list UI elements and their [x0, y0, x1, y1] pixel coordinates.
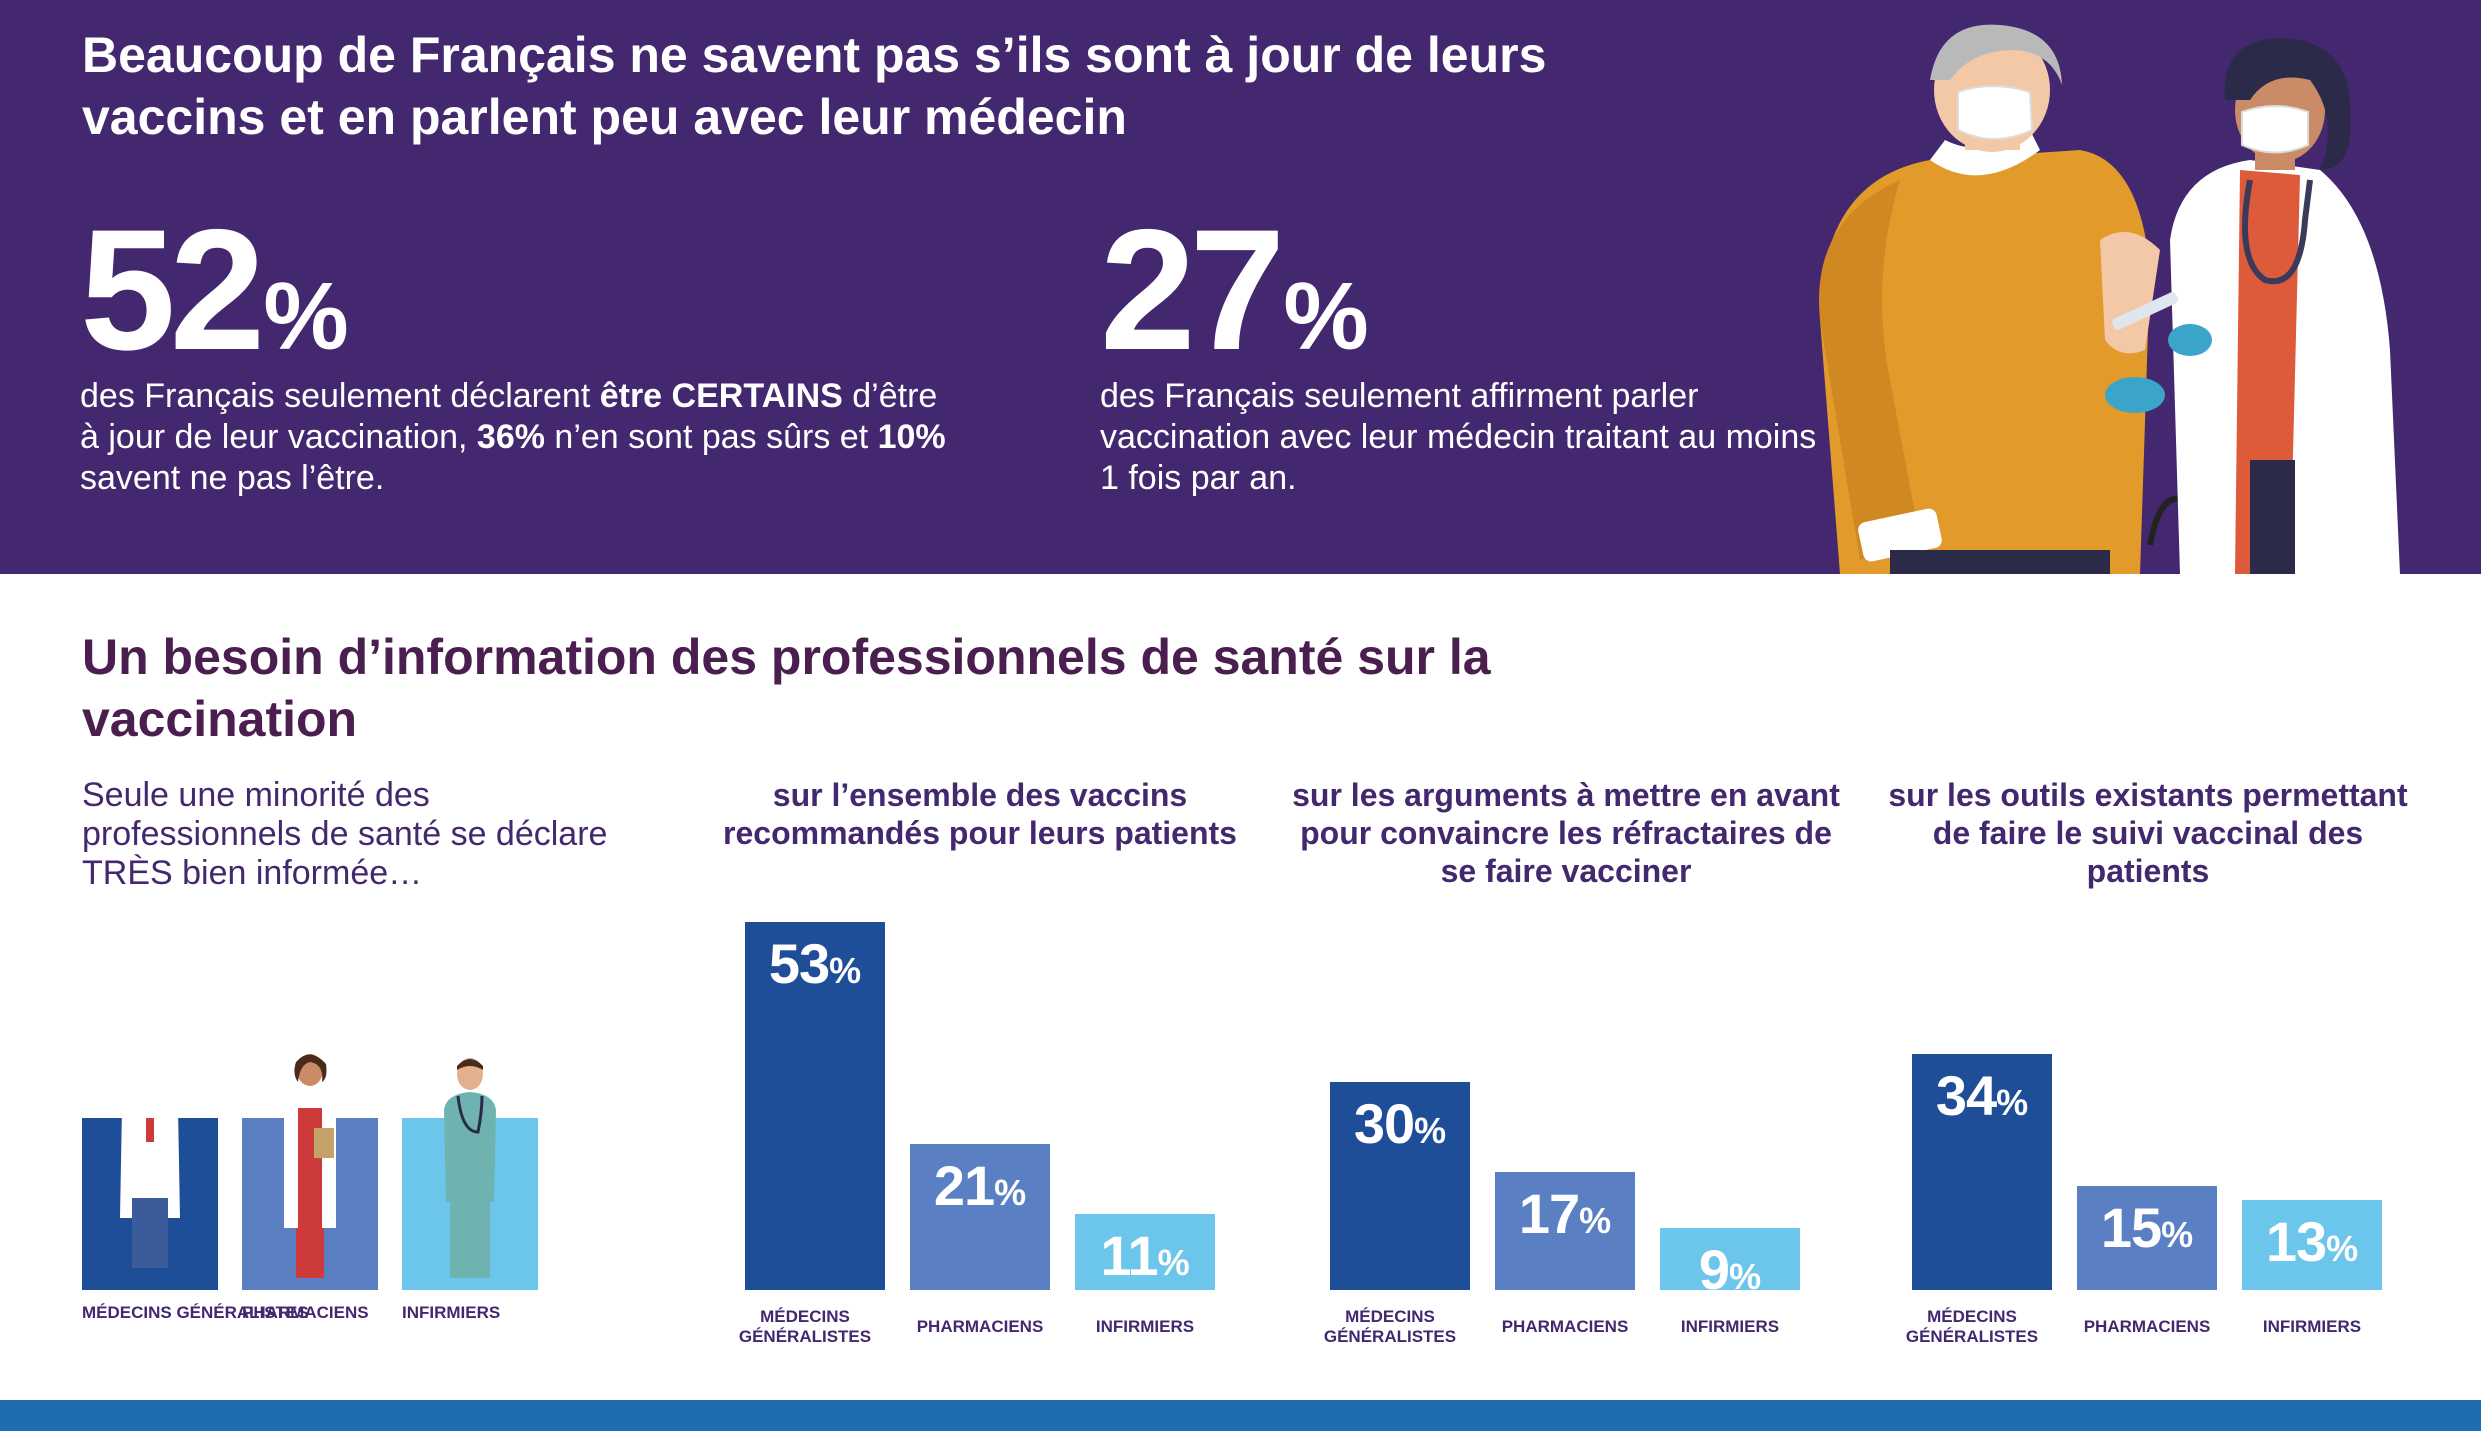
bar-value-label: 13%: [2265, 1210, 2359, 1273]
bar-value-label: 30%: [1353, 1092, 1447, 1155]
profession-label: INFIRMIERS: [402, 1303, 501, 1322]
bar-value-label: 15%: [2100, 1196, 2194, 1259]
bar: 34%: [1912, 1054, 2052, 1290]
chart-title: sur les arguments à mettre en avant pour…: [1292, 777, 1840, 889]
nurse-icon: [444, 1058, 496, 1278]
category-label: INFIRMIERS: [1680, 1317, 1780, 1336]
stat-emphasis: être CERTAINS: [599, 377, 843, 415]
stat-text: des Français seulement déclarent: [80, 377, 600, 415]
stat-talk-with-doctor: 27% des Français seulement affirment par…: [1100, 204, 1820, 499]
stat-description: des Français seulement déclarent être CE…: [80, 376, 960, 499]
section-intro: Seule une minorité des professionnels de…: [82, 776, 608, 892]
stat-text: n’en sont pas sûrs et: [544, 418, 878, 456]
chart-title: sur les outils existants permettant de f…: [1888, 777, 2408, 889]
stat-text: d’être à jour de leur vaccination,: [80, 377, 938, 456]
category-label: PHARMACIENS: [1501, 1317, 1629, 1336]
stat-number: 27: [1100, 194, 1285, 386]
stat-value: 27%: [1100, 204, 1820, 376]
stat-percent-sign: %: [1283, 263, 1369, 370]
stat-emphasis: 10%: [877, 418, 946, 456]
section-title: Un besoin d’information des professionne…: [82, 629, 1491, 747]
bar: 30%: [1330, 1082, 1470, 1290]
stat-value: 52%: [80, 204, 960, 376]
profession-label: PHARMACIENS: [242, 1303, 369, 1322]
stat-percent-sign: %: [263, 263, 349, 370]
bar-value-label: 17%: [1518, 1182, 1612, 1245]
category-label: INFIRMIERS: [2262, 1317, 2362, 1336]
category-label: MÉDECINS GÉNÉRALISTES: [1323, 1307, 1457, 1346]
stat-number: 52: [80, 194, 265, 386]
page-title: Beaucoup de Français ne savent pas s’ils…: [82, 27, 1547, 145]
stat-description: des Français seulement affirment parler …: [1100, 377, 1817, 497]
bar: 21%: [910, 1144, 1050, 1290]
bar-value-label: 21%: [933, 1154, 1027, 1217]
bar-value-label: 53%: [768, 932, 862, 995]
pharmacist-icon: [284, 1054, 336, 1278]
category-label: PHARMACIENS: [2083, 1317, 2211, 1336]
category-label: INFIRMIERS: [1095, 1317, 1195, 1336]
bar-value-label: 34%: [1935, 1064, 2029, 1127]
bar: 17%: [1495, 1172, 1635, 1290]
bar-value-label: 9%: [1698, 1238, 1762, 1301]
doctor-figure-icon: [82, 1118, 218, 1290]
bar: 53%: [745, 922, 885, 1290]
bar: 13%: [2242, 1200, 2382, 1290]
vaccination-illustration: [1819, 24, 2400, 574]
bar-value-label: 11%: [1100, 1224, 1190, 1287]
stat-certain-vaccination: 52% des Français seulement déclarent êtr…: [80, 204, 960, 499]
chart-title: sur l’ensemble des vaccins recommandés p…: [723, 777, 1237, 851]
bar: 9%: [1660, 1228, 1800, 1301]
bottom-strip: [0, 1400, 2481, 1431]
bar: 15%: [2077, 1186, 2217, 1290]
category-label: PHARMACIENS: [916, 1317, 1044, 1336]
bar: 11%: [1075, 1214, 1215, 1290]
category-label: MÉDECINS GÉNÉRALISTES: [1905, 1307, 2039, 1346]
category-label: MÉDECINS GÉNÉRALISTES: [738, 1307, 872, 1346]
stat-emphasis: 36%: [476, 418, 545, 456]
profession-label: MÉDECINS GÉNÉRALISTES: [82, 1303, 309, 1322]
stat-text: savent ne pas l’être.: [80, 459, 385, 497]
